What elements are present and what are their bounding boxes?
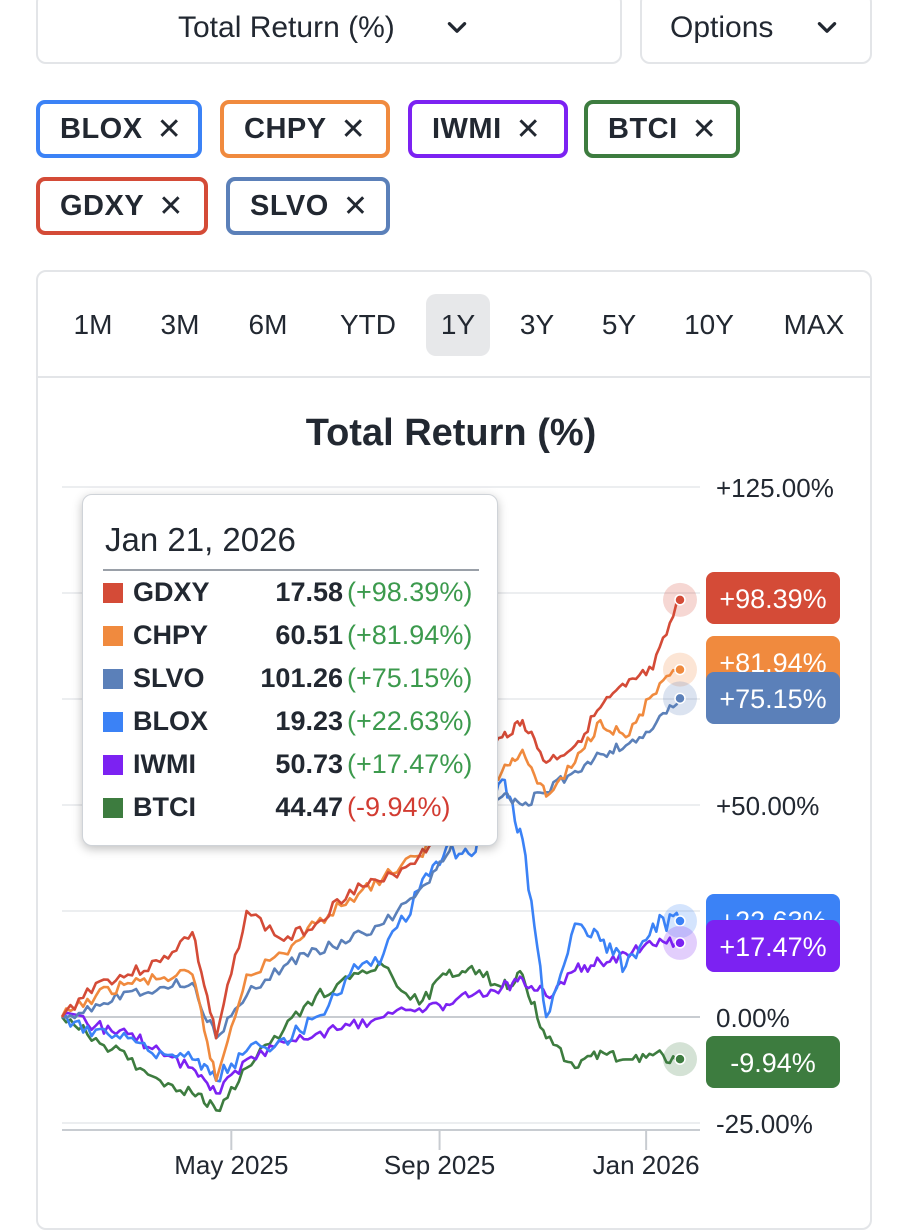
series-swatch: [103, 583, 123, 603]
series-end-marker: [674, 1053, 686, 1065]
series-end-label-box: [706, 672, 840, 724]
tooltip-price: 17.58: [275, 577, 343, 607]
close-icon[interactable]: ✕: [340, 112, 367, 146]
tooltip-row: BLOX 19.23 (+22.63%): [103, 700, 483, 740]
series-end-label: -9.94%: [730, 1048, 816, 1078]
x-tick-label: Sep 2025: [384, 1150, 495, 1180]
tooltip-row: GDXY 17.58 (+98.39%): [103, 571, 483, 611]
chart-title: Total Return (%): [306, 412, 597, 454]
ticker-chip-label: BTCI: [608, 112, 678, 145]
y-tick-label: +125.00%: [716, 473, 834, 503]
series-end-label: +17.47%: [719, 932, 826, 962]
series-end-marker: [674, 692, 686, 705]
series-end-label-box: [706, 1036, 840, 1088]
ticker-chip-label: CHPY: [244, 112, 327, 145]
close-icon[interactable]: ✕: [158, 189, 184, 223]
tooltip-price: 44.47: [275, 792, 343, 822]
close-icon[interactable]: ✕: [691, 112, 718, 146]
options-dropdown[interactable]: Options: [640, 0, 872, 64]
series-swatch: [103, 626, 123, 646]
metric-dropdown[interactable]: Total Return (%): [36, 0, 622, 64]
series-line-chpy: [60, 668, 681, 1082]
series-swatch: [103, 755, 123, 775]
close-icon[interactable]: ✕: [515, 112, 542, 146]
series-end-marker: [674, 663, 686, 676]
x-tick-label: May 2025: [174, 1150, 288, 1180]
tooltip-price: 50.73: [275, 749, 343, 779]
ticker-chip-blox: BLOX ✕: [36, 100, 202, 158]
series-end-label: +75.15%: [719, 684, 826, 714]
ticker-chip-btci: BTCI ✕: [584, 100, 740, 158]
series-end-label-box: [706, 920, 840, 972]
tooltip-change: (+81.94%): [347, 620, 473, 650]
time-range-selector: 1M 3M 6M YTD 1Y 3Y 5Y 10Y MAX: [38, 272, 870, 378]
series-swatch: [103, 669, 123, 689]
y-tick-label: 0.00%: [716, 1003, 790, 1033]
tooltip-ticker: BTCI: [133, 792, 196, 822]
tooltip-change: (+98.39%): [347, 577, 473, 607]
tooltip-row: BTCI 44.47 (-9.94%): [103, 786, 483, 826]
range-6m[interactable]: 6M: [248, 309, 288, 340]
ticker-chip-gdxy: GDXY ✕: [36, 177, 208, 235]
tooltip-date: Jan 21, 2026: [105, 521, 296, 558]
range-3m[interactable]: 3M: [160, 309, 200, 340]
tooltip-row: CHPY 60.51 (+81.94%): [103, 614, 483, 654]
ticker-chip-iwmi: IWMI ✕: [408, 100, 568, 158]
tooltip-row: SLVO 101.26 (+75.15%): [103, 657, 483, 697]
close-icon[interactable]: ✕: [342, 189, 369, 223]
tooltip-ticker: SLVO: [133, 663, 205, 693]
tooltip-row: IWMI 50.73 (+17.47%): [103, 743, 483, 783]
range-1m[interactable]: 1M: [73, 309, 113, 340]
series-line-btci: [60, 960, 681, 1113]
ticker-chip-chpy: CHPY ✕: [220, 100, 390, 158]
series-end-marker: [674, 915, 686, 927]
tooltip-change: (+17.47%): [347, 749, 473, 779]
series-swatch: [103, 798, 123, 818]
tooltip-divider: [103, 569, 479, 571]
tooltip-ticker: IWMI: [133, 749, 196, 779]
tooltip-ticker: BLOX: [133, 706, 209, 736]
range-5y[interactable]: 5Y: [601, 309, 637, 340]
tooltip-change: (-9.94%): [347, 792, 451, 822]
tooltip-price: 19.23: [275, 706, 343, 736]
range-max[interactable]: MAX: [783, 309, 845, 340]
series-line-gdxy: [60, 598, 681, 1040]
x-tick-label: Jan 2026: [593, 1150, 700, 1180]
series-end-marker: [674, 937, 686, 949]
y-tick-label: -25.00%: [716, 1109, 813, 1139]
ticker-chip-label: SLVO: [250, 189, 329, 222]
tooltip-price: 60.51: [275, 620, 343, 650]
chevron-down-icon: [447, 22, 467, 33]
series-end-marker: [674, 594, 686, 606]
y-tick-label: +50.00%: [716, 791, 819, 821]
metric-dropdown-label: Total Return (%): [178, 11, 395, 44]
series-swatch: [103, 712, 123, 732]
ticker-chip-label: GDXY: [60, 189, 145, 222]
tooltip-change: (+22.63%): [347, 706, 473, 736]
tooltip-change: (+75.15%): [347, 663, 473, 693]
options-dropdown-label: Options: [670, 11, 774, 44]
series-end-label-box: [706, 572, 840, 624]
range-ytd[interactable]: YTD: [340, 309, 396, 340]
series-line-slvo: [61, 697, 682, 1040]
close-icon[interactable]: ✕: [156, 112, 183, 146]
range-3y[interactable]: 3Y: [519, 309, 555, 340]
tooltip-ticker: CHPY: [133, 620, 209, 650]
chevron-down-icon: [817, 22, 837, 33]
ticker-chip-label: BLOX: [60, 112, 143, 145]
series-line-blox: [61, 778, 682, 1083]
ticker-chip-label: IWMI: [432, 112, 502, 145]
tooltip-price: 101.26: [260, 663, 343, 693]
ticker-chip-slvo: SLVO ✕: [226, 177, 390, 235]
series-end-label: +98.39%: [719, 584, 826, 614]
tooltip-ticker: GDXY: [133, 577, 210, 607]
chart-tooltip: Jan 21, 2026 GDXY 17.58 (+98.39%) CHPY 60.51…: [82, 494, 498, 846]
range-1y[interactable]: 1Y: [426, 294, 490, 356]
range-10y[interactable]: 10Y: [684, 309, 734, 340]
